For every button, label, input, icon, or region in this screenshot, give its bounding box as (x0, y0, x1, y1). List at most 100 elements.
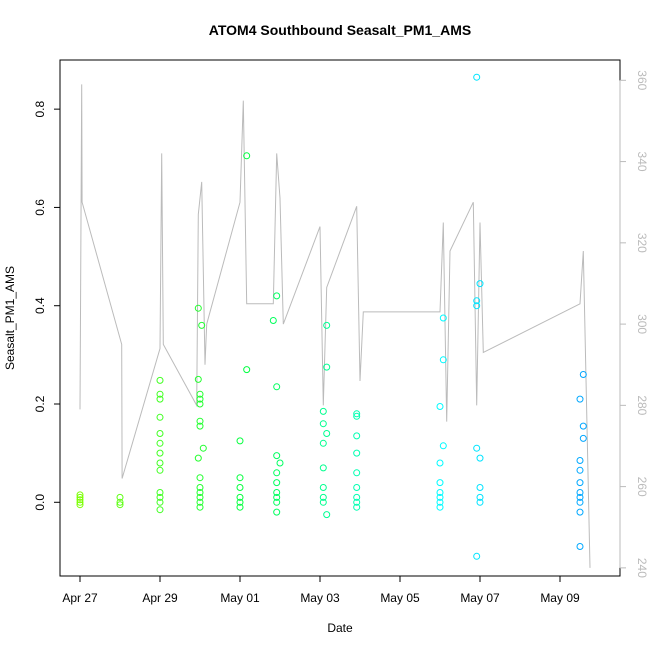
data-point (194, 375, 202, 383)
x-tick-label: Apr 27 (62, 591, 98, 605)
data-point (436, 403, 444, 410)
data-point (576, 493, 584, 501)
y2-tick-label: 340 (635, 152, 649, 172)
data-point (439, 314, 447, 322)
y-tick-label: 0.0 (33, 494, 47, 511)
data-point (353, 449, 361, 457)
data-point (579, 371, 587, 378)
data-point (473, 297, 481, 305)
data-point (194, 304, 202, 312)
data-point (476, 493, 484, 501)
data-point (243, 152, 251, 160)
data-point (156, 498, 164, 506)
data-point (473, 444, 481, 452)
data-point (579, 434, 587, 442)
x-axis-label: Date (327, 621, 353, 635)
data-point (323, 511, 331, 519)
y-tick-label: 0.6 (33, 199, 47, 216)
profile-line-layer (79, 84, 591, 568)
data-point (243, 366, 251, 374)
data-point (319, 464, 327, 472)
y-tick-label: 0.4 (33, 297, 47, 314)
y-axis: 0.0 0.2 0.4 0.6 0.8 (33, 100, 61, 511)
data-point (319, 420, 327, 428)
data-point (476, 498, 484, 506)
x-tick-label: May 03 (300, 591, 340, 605)
data-point (476, 484, 484, 491)
data-point (319, 439, 327, 447)
data-point (323, 430, 331, 437)
y2-tick-label: 280 (635, 395, 649, 415)
x-tick-label: May 09 (540, 591, 580, 605)
data-point (319, 407, 327, 415)
y2-tick-label: 320 (635, 233, 649, 253)
plot-frame (59, 59, 621, 577)
data-point (156, 459, 164, 467)
data-point (269, 317, 277, 324)
data-point (156, 489, 164, 496)
data-point (576, 489, 584, 496)
data-point (196, 489, 204, 496)
data-point (198, 321, 206, 329)
data-point (476, 280, 484, 288)
points-layer (76, 73, 587, 560)
data-point (576, 457, 584, 464)
data-point (353, 469, 361, 477)
chart-title: ATOM4 Southbound Seasalt_PM1_AMS (209, 22, 471, 38)
data-point (156, 395, 164, 403)
data-point (273, 493, 281, 501)
x-tick-label: Apr 29 (142, 591, 178, 605)
data-point (319, 493, 327, 501)
data-point (196, 422, 204, 430)
data-point (473, 73, 481, 81)
y-tick-label: 0.2 (33, 395, 47, 412)
data-point (319, 498, 327, 506)
data-point (196, 400, 204, 408)
data-point (353, 493, 361, 501)
data-point (196, 503, 204, 511)
data-point (576, 508, 584, 516)
data-point (236, 493, 244, 501)
data-point (156, 430, 164, 437)
data-point (196, 484, 204, 491)
data-point (76, 493, 84, 501)
data-point (196, 417, 204, 425)
data-point (436, 498, 444, 506)
x-tick-label: May 07 (460, 591, 500, 605)
data-point (439, 442, 447, 450)
data-point (273, 469, 281, 477)
data-point (273, 292, 281, 300)
data-point (353, 432, 361, 440)
data-point (436, 489, 444, 496)
data-point (576, 479, 584, 487)
data-point (436, 503, 444, 511)
data-point (156, 390, 164, 398)
x-tick-label: May 01 (220, 591, 260, 605)
data-point (156, 506, 164, 514)
data-point (353, 484, 361, 491)
data-point (236, 484, 244, 491)
profile-line (79, 84, 591, 568)
data-point (156, 449, 164, 457)
data-point (196, 498, 204, 506)
data-point (576, 543, 584, 550)
data-point (76, 498, 84, 506)
data-point (323, 363, 331, 371)
y2-tick-label: 260 (635, 477, 649, 497)
data-point (196, 395, 204, 403)
data-point (156, 493, 164, 501)
data-point (473, 552, 481, 560)
data-point (196, 390, 204, 398)
data-point (194, 454, 202, 462)
data-point (76, 496, 84, 504)
data-point (156, 413, 164, 421)
data-point (236, 437, 244, 445)
data-point (353, 498, 361, 506)
data-point (473, 302, 481, 310)
data-point (353, 410, 361, 418)
data-point (236, 474, 244, 482)
y2-tick-label: 240 (635, 558, 649, 578)
data-point (439, 356, 447, 364)
data-point (276, 459, 284, 467)
